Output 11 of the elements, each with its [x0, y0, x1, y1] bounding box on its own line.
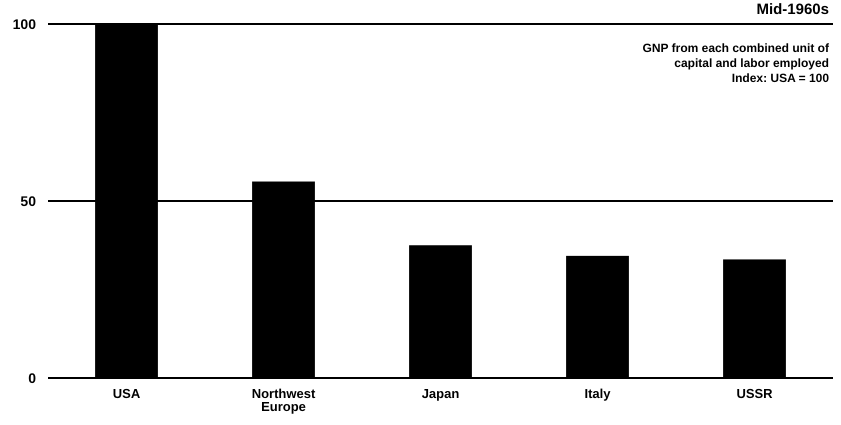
y-tick-label: 50: [20, 192, 36, 209]
x-tick-label: USSR: [736, 386, 774, 401]
y-tick-label: 100: [12, 16, 36, 32]
annotation: Index: USA = 100: [732, 71, 830, 85]
x-tick-label: Northwest Europe: [252, 386, 316, 414]
chart-title: Mid-1960s: [756, 1, 829, 18]
y-tick-label: 0: [28, 370, 36, 386]
x-tick-label: USA: [112, 386, 141, 401]
x-tick-label: Italy: [584, 386, 612, 401]
x-tick-label: Japan: [422, 386, 460, 401]
text: GNP from each combined unit of capital and labor employed: [642, 41, 830, 70]
